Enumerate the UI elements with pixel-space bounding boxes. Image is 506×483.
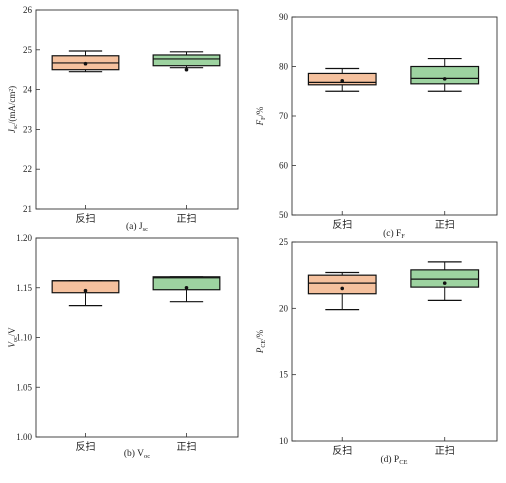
panel-caption: (a) Jsc	[126, 221, 148, 233]
y-tick-label: 25	[23, 45, 33, 55]
y-axis-subscript: oc	[13, 336, 19, 342]
y-axis-unit: /(mA/cm²)	[7, 86, 17, 124]
y-axis-symbol: P	[255, 347, 265, 354]
mean-marker	[442, 281, 447, 285]
plot-frame	[291, 241, 498, 442]
y-tick-label: 26	[23, 5, 33, 15]
box-1: 正扫	[410, 261, 480, 457]
y-tick-label: 1.00	[16, 432, 32, 442]
y-tick-label: 90	[279, 12, 289, 22]
y-tick-label: 25	[279, 237, 289, 247]
box-body	[410, 269, 480, 288]
caption-subscript: CE	[399, 459, 407, 466]
plot-frame	[35, 9, 239, 210]
caption-subscript: sc	[143, 226, 149, 233]
mean-marker	[184, 67, 189, 72]
y-tick-label: 1.05	[16, 382, 32, 392]
box-1: 正扫	[152, 276, 221, 453]
box-body	[307, 274, 377, 295]
y-axis-label: Jsc/(mA/cm²)	[7, 86, 19, 133]
mean-marker	[83, 61, 88, 66]
y-axis-symbol: V	[7, 341, 17, 348]
caption-main: (b) V	[124, 448, 144, 459]
box-0: 反扫	[307, 271, 377, 457]
y-tick-label: 60	[279, 161, 289, 171]
y-tick-label: 23	[23, 124, 33, 134]
y-axis-subscript: F	[261, 116, 267, 120]
y-tick-label: 1.20	[16, 233, 32, 243]
box-body	[410, 65, 480, 85]
box-body	[152, 54, 221, 67]
caption-main: (a) J	[126, 221, 143, 232]
x-category-label: 正扫	[435, 218, 455, 231]
y-axis-unit: /%	[255, 329, 265, 340]
x-category-label: 正扫	[435, 444, 455, 457]
y-axis-subscript: CE	[261, 340, 267, 348]
y-tick-label: 21	[23, 204, 32, 214]
panel-caption: (c) FF	[383, 228, 405, 240]
x-category-label: 反扫	[332, 444, 352, 457]
y-axis-symbol: F	[255, 119, 265, 126]
y-axis-unit: /V	[7, 327, 17, 337]
mean-marker	[184, 285, 189, 290]
y-axis-label: FF/%	[255, 106, 267, 126]
panel-caption: (b) Voc	[124, 448, 150, 460]
plot-frame	[291, 16, 498, 216]
box-body	[152, 276, 221, 291]
y-axis-label: Voc/V	[7, 327, 19, 348]
caption-main: (c) F	[383, 228, 401, 239]
box-0: 反扫	[51, 280, 120, 453]
box-0: 反扫	[307, 67, 377, 231]
y-tick-label: 1.15	[16, 283, 32, 293]
x-category-label: 反扫	[332, 218, 352, 231]
x-category-label: 反扫	[75, 212, 95, 225]
y-axis-symbol: J	[7, 128, 17, 133]
caption-subscript: F	[401, 233, 405, 240]
box-1: 正扫	[410, 57, 480, 231]
y-tick-label: 1.10	[16, 333, 32, 343]
y-tick-label: 70	[279, 111, 289, 121]
y-tick-label: 22	[23, 164, 32, 174]
plot-frame	[35, 237, 239, 438]
x-category-label: 反扫	[75, 440, 95, 453]
caption-main: (d) P	[380, 454, 399, 465]
x-category-label: 正扫	[176, 212, 196, 225]
box-1: 正扫	[152, 51, 221, 225]
y-tick-label: 10	[279, 436, 289, 446]
mean-marker	[83, 288, 88, 293]
y-tick-label: 80	[279, 62, 289, 72]
y-tick-label: 15	[279, 370, 289, 380]
y-tick-label: 50	[279, 210, 289, 220]
box-0: 反扫	[51, 50, 120, 225]
y-tick-label: 20	[279, 303, 289, 313]
y-tick-label: 24	[23, 85, 33, 95]
panel-caption: (d) PCE	[380, 454, 407, 466]
y-axis-subscript: sc	[13, 124, 19, 129]
mean-marker	[442, 77, 447, 81]
mean-marker	[340, 286, 345, 291]
y-axis-label: PCE/%	[255, 329, 267, 354]
caption-subscript: oc	[144, 453, 150, 460]
mean-marker	[340, 79, 345, 83]
x-category-label: 正扫	[176, 440, 196, 453]
y-axis-unit: /%	[255, 106, 265, 117]
